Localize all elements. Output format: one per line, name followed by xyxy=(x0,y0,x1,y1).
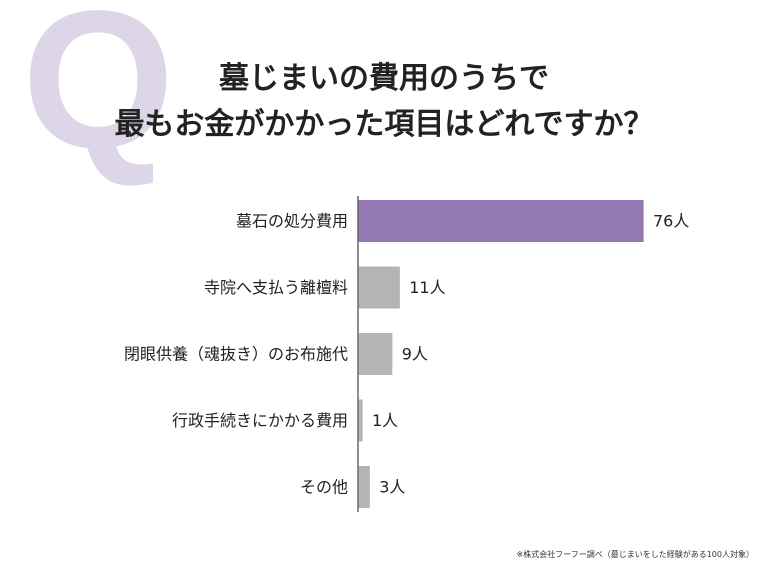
survey-footnote: ※株式会社フーフー調べ（墓じまいをした経験がある100人対象） xyxy=(516,550,755,559)
value-label-2: 9人 xyxy=(402,345,428,364)
question-title-line-1: 墓じまいの費用のうちで xyxy=(219,61,549,96)
category-label-4: その他 xyxy=(300,478,348,497)
category-label-0: 墓石の処分費用 xyxy=(236,212,348,231)
value-label-0: 76人 xyxy=(653,212,689,231)
question-title: 墓じまいの費用のうちで 最もお金がかかった項目はどれですか？ xyxy=(0,56,768,148)
q-letter-decoration: Q xyxy=(22,0,175,189)
category-label-1: 寺院へ支払う離檀料 xyxy=(204,278,348,297)
bar-0 xyxy=(358,200,644,242)
bar-1 xyxy=(358,266,400,309)
value-label-1: 11人 xyxy=(409,278,445,297)
question-title-line-2: 最もお金がかかった項目はどれですか？ xyxy=(114,107,654,142)
value-label-3: 1人 xyxy=(372,411,398,430)
bar-3 xyxy=(358,399,363,442)
bar-2 xyxy=(358,333,393,375)
category-label-3: 行政手続きにかかる費用 xyxy=(172,411,348,430)
value-label-4: 3人 xyxy=(379,478,405,497)
category-label-2: 閉眼供養（魂抜き）のお布施代 xyxy=(124,345,348,364)
bar-4 xyxy=(358,466,370,508)
